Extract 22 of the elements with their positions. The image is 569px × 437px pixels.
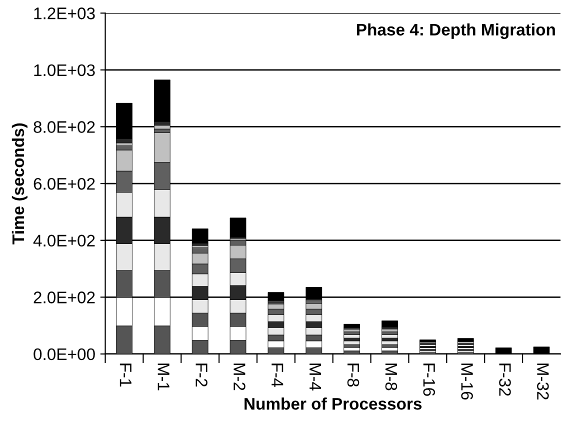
x-tick-label: M-16 xyxy=(461,364,473,400)
x-tick-label: M-1 xyxy=(158,364,170,390)
text: Phase 4: Depth Migration xyxy=(357,23,555,39)
y-tick-label: 6.0E+02 xyxy=(34,178,95,190)
y-tick-label: 4.0E+02 xyxy=(33,234,95,247)
y-tick-label: 1.0E+03 xyxy=(34,64,95,76)
y-axis-title: Time (seconds) xyxy=(12,123,28,244)
y-tick-label: 1.2E+03 xyxy=(34,8,95,20)
x-tick-label: F-2 xyxy=(196,364,208,386)
x-tick-label: F-16 xyxy=(423,364,436,396)
x-tick-label: M-4 xyxy=(310,364,322,391)
x-tick-label: F-32 xyxy=(499,364,511,396)
x-tick-label: F-1 xyxy=(120,364,132,386)
y-tick-label: 0.0E+00 xyxy=(34,348,95,360)
x-tick-label: M-32 xyxy=(537,364,549,400)
x-tick-label: M-8 xyxy=(385,364,398,390)
y-tick-label: 8.0E+02 xyxy=(34,121,95,133)
y-tick-label: 2.0E+02 xyxy=(34,292,95,304)
x-tick-label: F-8 xyxy=(347,364,360,387)
x-tick-label: M-2 xyxy=(234,364,246,390)
x-tick-label: F-4 xyxy=(272,364,284,387)
x-axis-title: Number of Processors xyxy=(244,397,422,410)
